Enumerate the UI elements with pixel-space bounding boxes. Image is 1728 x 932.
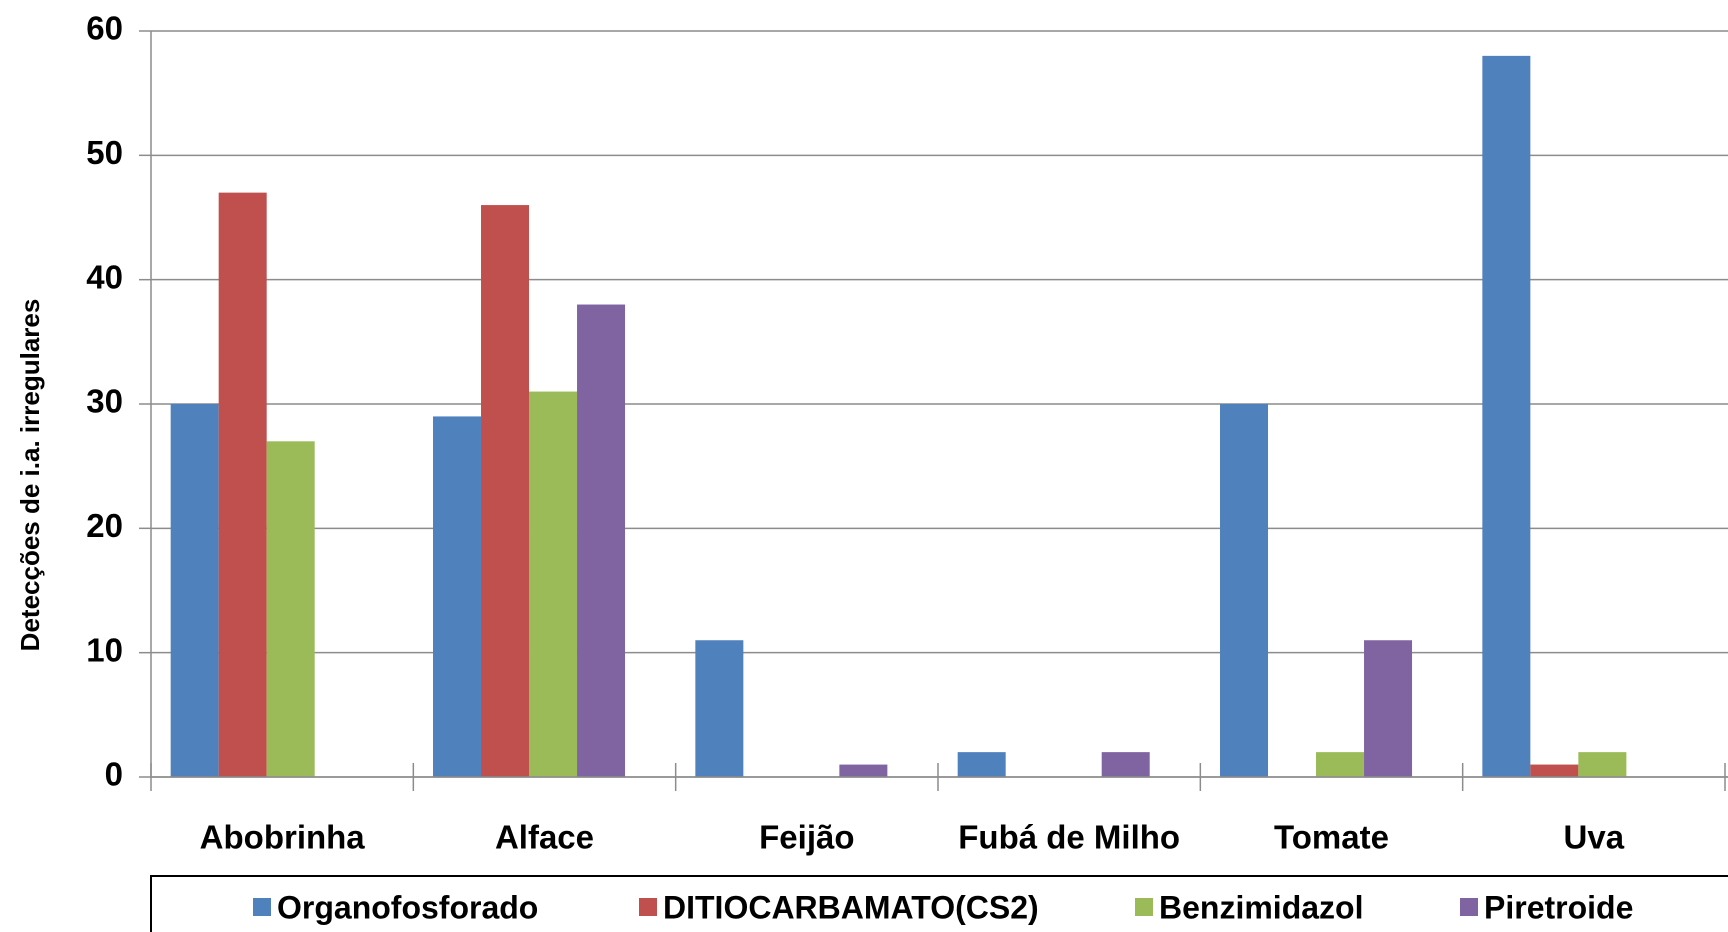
bar	[695, 640, 744, 777]
bar	[1578, 752, 1627, 777]
y-axis-label: Detecções de i.a. irregulares	[15, 299, 45, 652]
bar	[170, 404, 219, 777]
bar	[481, 205, 530, 778]
bar	[1364, 640, 1413, 777]
bar	[1316, 752, 1365, 777]
y-tick-label: 30	[86, 383, 123, 420]
legend-box	[150, 875, 1728, 932]
y-tick-label: 0	[105, 756, 123, 793]
bar	[218, 192, 267, 778]
bar	[1101, 752, 1150, 777]
bar	[1220, 404, 1269, 777]
legend-swatch	[1135, 898, 1153, 916]
legend-swatch	[253, 898, 271, 916]
bar	[957, 752, 1006, 777]
bar	[266, 441, 315, 777]
legend-swatch	[639, 898, 657, 916]
legend-label: Organofosforado	[277, 889, 538, 925]
bar	[839, 764, 888, 777]
x-tick-label: Fubá de Milho	[958, 819, 1180, 856]
bar	[433, 416, 482, 777]
bar	[1482, 55, 1531, 778]
x-tick-label: Alface	[495, 819, 594, 856]
y-tick-label: 50	[86, 134, 123, 171]
y-tick-label: 40	[86, 258, 123, 295]
y-tick-label: 20	[86, 507, 123, 544]
x-tick-label: Uva	[1564, 819, 1625, 856]
legend-label: Piretroide	[1484, 889, 1633, 925]
x-tick-label: Feijão	[759, 819, 854, 856]
legend-swatch	[1460, 898, 1478, 916]
y-tick-label: 60	[86, 10, 123, 47]
bar	[529, 391, 578, 777]
x-tick-label: Tomate	[1274, 819, 1389, 856]
y-tick-label: 10	[86, 631, 123, 668]
bar	[1530, 764, 1579, 777]
legend-label: Benzimidazol	[1159, 889, 1363, 925]
legend-label: DITIOCARBAMATO(CS2)	[663, 889, 1039, 925]
bar	[577, 304, 626, 777]
x-tick-label: Abobrinha	[200, 819, 366, 856]
